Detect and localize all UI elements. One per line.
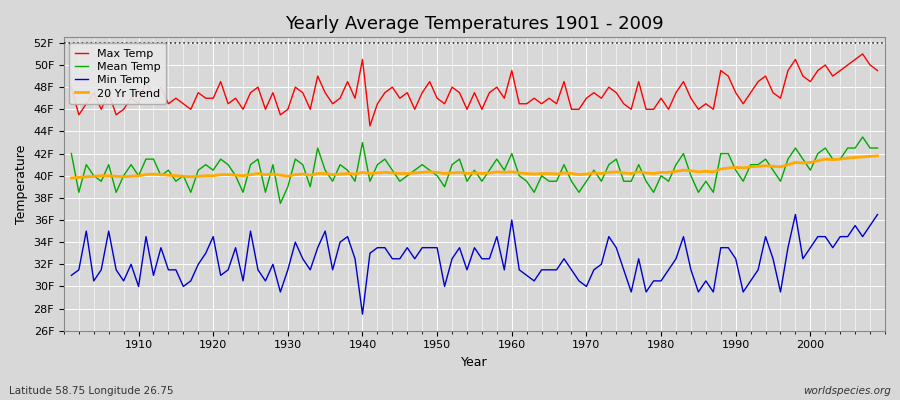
Mean Temp bbox=[66, 151, 77, 156]
Mean Temp bbox=[126, 162, 137, 167]
Max Temp bbox=[335, 96, 346, 101]
Legend: Max Temp, Mean Temp, Min Temp, 20 Yr Trend: Max Temp, Mean Temp, Min Temp, 20 Yr Tre… bbox=[69, 43, 166, 104]
Mean Temp bbox=[872, 146, 883, 150]
Line: Max Temp: Max Temp bbox=[71, 54, 878, 126]
20 Yr Trend bbox=[596, 171, 607, 176]
Min Temp bbox=[514, 268, 525, 272]
Max Temp bbox=[290, 85, 301, 90]
Mean Temp bbox=[514, 173, 525, 178]
20 Yr Trend bbox=[66, 176, 77, 180]
20 Yr Trend bbox=[872, 153, 883, 158]
Text: Latitude 58.75 Longitude 26.75: Latitude 58.75 Longitude 26.75 bbox=[9, 386, 174, 396]
Max Temp bbox=[126, 96, 137, 101]
Line: Min Temp: Min Temp bbox=[71, 214, 878, 314]
20 Yr Trend bbox=[335, 172, 346, 176]
Min Temp bbox=[603, 234, 614, 239]
Max Temp bbox=[364, 124, 375, 128]
Max Temp bbox=[514, 101, 525, 106]
Max Temp bbox=[872, 68, 883, 73]
Y-axis label: Temperature: Temperature bbox=[15, 144, 28, 224]
20 Yr Trend bbox=[507, 170, 517, 174]
Min Temp bbox=[507, 218, 517, 222]
Title: Yearly Average Temperatures 1901 - 2009: Yearly Average Temperatures 1901 - 2009 bbox=[285, 15, 664, 33]
Mean Temp bbox=[603, 162, 614, 167]
Mean Temp bbox=[857, 134, 868, 139]
20 Yr Trend bbox=[126, 174, 137, 179]
Line: 20 Yr Trend: 20 Yr Trend bbox=[71, 156, 878, 178]
Max Temp bbox=[603, 85, 614, 90]
Max Temp bbox=[857, 52, 868, 56]
20 Yr Trend bbox=[499, 170, 509, 175]
X-axis label: Year: Year bbox=[461, 356, 488, 369]
Mean Temp bbox=[342, 168, 353, 172]
Text: worldspecies.org: worldspecies.org bbox=[803, 386, 891, 396]
Min Temp bbox=[872, 212, 883, 217]
Max Temp bbox=[66, 85, 77, 90]
Mean Temp bbox=[507, 151, 517, 156]
Max Temp bbox=[507, 68, 517, 73]
Mean Temp bbox=[297, 162, 308, 167]
Line: Mean Temp: Mean Temp bbox=[71, 137, 878, 204]
Min Temp bbox=[357, 312, 368, 316]
20 Yr Trend bbox=[290, 172, 301, 177]
Mean Temp bbox=[275, 201, 286, 206]
Min Temp bbox=[290, 240, 301, 244]
Min Temp bbox=[126, 262, 137, 267]
Min Temp bbox=[66, 273, 77, 278]
Min Temp bbox=[790, 212, 801, 217]
Min Temp bbox=[335, 240, 346, 244]
